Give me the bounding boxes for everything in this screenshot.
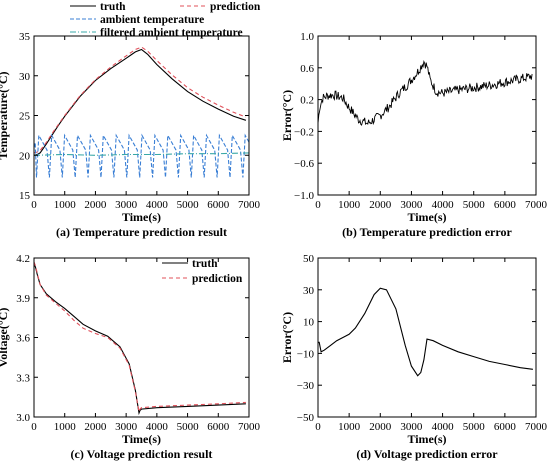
x-axis-label: Time(s) [407,210,446,224]
x-tick-label: 3000 [115,421,138,433]
y-tick-label: 0.2 [300,95,314,107]
x-axis-label: Time(s) [122,432,161,446]
x-tick-label: 0 [315,421,321,433]
x-tick-label: 4000 [146,199,169,211]
y-tick-label: −10 [297,348,315,360]
chart-panel-1: 0 1000 2000 3000 4000 5000 6000 7000 −1.0 −0.6 −0.… [280,31,548,239]
chart-panel-2: 0 1000 2000 3000 4000 5000 6000 7000 3.0 3.3 3.6 3.… [0,253,261,461]
y-axis-label: Error(°C) [280,90,294,141]
x-tick-label: 5000 [177,199,200,211]
y-axis-label: Voltage(°C) [0,308,10,368]
y-tick-label: −50 [297,412,315,424]
x-tick-label: 7000 [525,421,548,433]
y-tick-label: 20 [19,150,31,162]
x-tick-label: 3000 [115,199,138,211]
x-tick-label: 0 [315,199,321,211]
y-tick-label: 3.6 [16,333,30,345]
x-tick-label: 6000 [207,199,230,211]
y-tick-label: 25 [19,111,31,123]
x-tick-label: 4000 [146,421,169,433]
x-tick-label: 1000 [54,199,77,211]
y-tick-label: −30 [297,380,315,392]
x-tick-label: 2000 [84,199,107,211]
y-axis-label: Temperature(°C) [0,71,10,159]
x-tick-label: 6000 [207,421,230,433]
series-line-prediction [34,46,247,154]
y-tick-label: 30 [303,285,315,297]
chart-panel-0: 0 1000 2000 3000 4000 5000 6000 7000 15 20 25 30 35 T… [0,1,261,239]
y-tick-label: 3.3 [16,372,30,384]
series-line-ambient-temperature [34,133,249,178]
series-line-filtered-ambient-temperature [34,152,249,156]
y-tick-label: −1.0 [294,190,314,202]
series-line-truth [34,48,247,156]
x-tick-label: 4000 [432,421,455,433]
y-tick-label: 35 [19,31,31,43]
y-tick-label: 30 [19,71,31,83]
x-tick-label: 5000 [463,199,486,211]
y-tick-label: 10 [303,317,315,329]
y-tick-label: 3.9 [16,293,30,305]
y-tick-label: 15 [19,190,31,202]
x-tick-label: 5000 [463,421,486,433]
x-tick-label: 0 [31,199,37,211]
x-tick-label: 1000 [338,199,361,211]
panel-caption: (b) Temperature prediction error [342,225,512,239]
x-tick-label: 2000 [84,421,107,433]
x-tick-label: 7000 [238,199,261,211]
y-tick-label: −0.6 [294,158,314,170]
x-axis-label: Time(s) [122,210,161,224]
x-tick-label: 0 [31,421,37,433]
legend-label: prediction [192,273,243,285]
y-tick-label: 50 [303,253,315,265]
plot-frame [317,35,537,196]
series-line-0 [318,287,533,377]
legend-label: truth [192,258,218,270]
x-axis-label: Time(s) [407,432,446,446]
y-tick-label: 3.0 [16,412,30,424]
x-tick-label: 2000 [369,199,392,211]
y-tick-label: −0.2 [294,126,314,138]
panel-caption: (a) Temperature prediction result [56,225,227,239]
x-tick-label: 5000 [177,421,200,433]
chart-panel-3: 0 1000 2000 3000 4000 5000 6000 7000 −50 −30 −10 10… [280,253,548,461]
legend-label: filtered ambient temperature [100,27,243,39]
legend-label: prediction [210,1,261,13]
y-axis-label: Error(°C) [280,312,294,363]
y-tick-label: 4.2 [16,253,30,265]
y-tick-label: 0.6 [300,63,314,75]
x-tick-label: 1000 [54,421,77,433]
series-line-truth [34,263,246,416]
legend-label: truth [100,1,126,13]
y-tick-label: 1.0 [300,31,314,43]
x-tick-label: 1000 [338,421,361,433]
x-tick-label: 7000 [525,199,548,211]
x-tick-label: 3000 [400,199,423,211]
legend-label: ambient temperature [100,14,204,26]
x-tick-label: 2000 [369,421,392,433]
x-tick-label: 6000 [494,421,517,433]
panel-caption: (d) Voltage prediction error [356,447,498,461]
x-tick-label: 4000 [432,199,455,211]
plot-frame [317,257,537,418]
x-tick-label: 6000 [494,199,517,211]
x-tick-label: 3000 [400,421,423,433]
series-line-0 [318,60,533,126]
panel-caption: (c) Voltage prediction result [71,447,213,461]
x-tick-label: 7000 [238,421,261,433]
